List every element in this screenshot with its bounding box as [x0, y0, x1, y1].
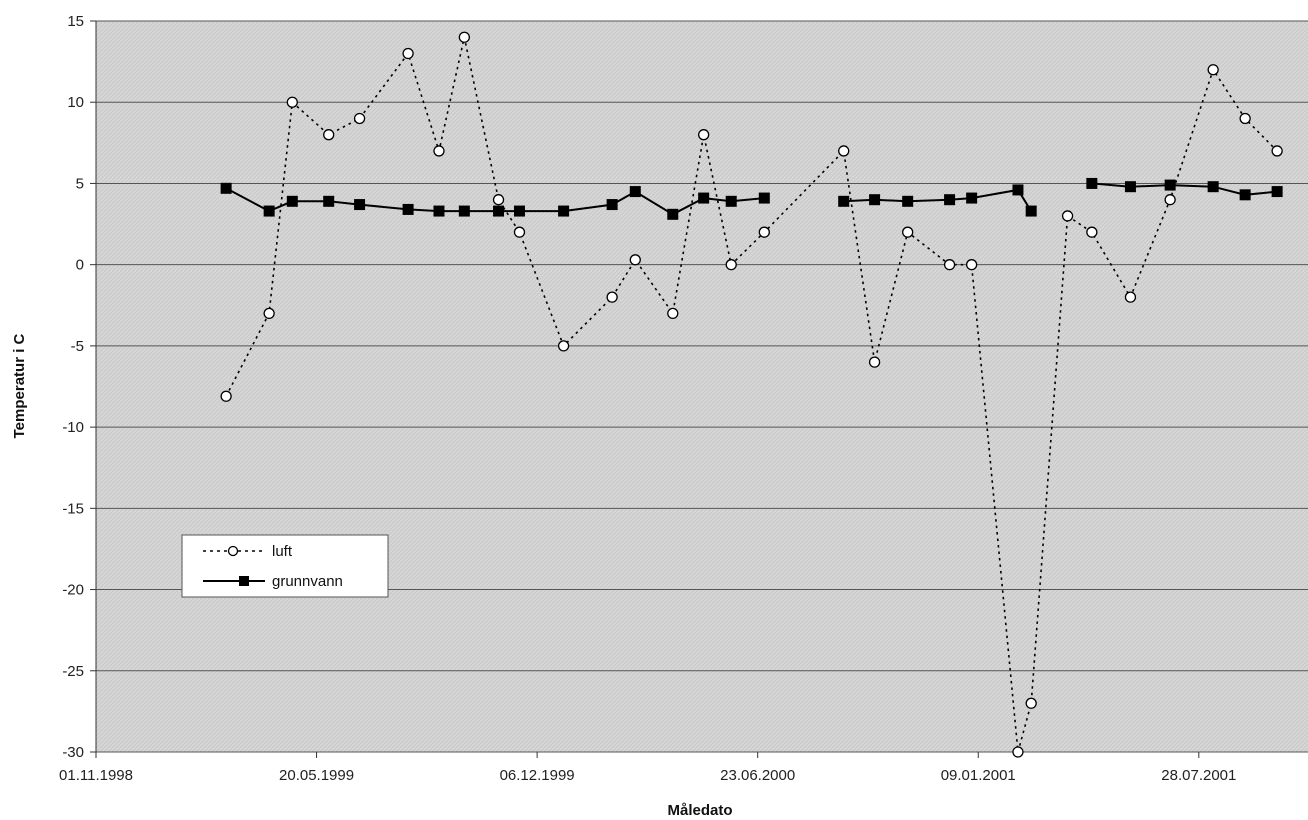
y-tick-label: 15: [67, 13, 84, 30]
data-point-luft: [458, 31, 470, 43]
data-point-grunnvann: [1124, 181, 1136, 193]
data-point-grunnvann: [458, 205, 470, 217]
data-point-grunnvann: [838, 195, 850, 207]
data-point-luft: [1207, 64, 1219, 76]
data-point-luft: [943, 259, 956, 271]
data-point-luft: [1012, 746, 1024, 758]
legend-grunnvann-marker: [239, 576, 249, 586]
data-point-luft: [629, 254, 641, 266]
data-point-grunnvann: [667, 208, 679, 220]
data-point-luft: [698, 129, 710, 141]
y-tick-label: 5: [76, 175, 84, 192]
data-point-grunnvann: [1012, 184, 1024, 196]
data-point-grunnvann: [758, 192, 770, 204]
data-point-luft: [402, 47, 414, 60]
data-point-grunnvann: [263, 205, 275, 217]
y-tick-label: -5: [71, 338, 84, 355]
data-point-grunnvann: [402, 203, 414, 215]
data-point-grunnvann: [725, 195, 737, 207]
data-point-luft: [513, 226, 526, 238]
data-point-grunnvann: [698, 192, 710, 204]
data-point-grunnvann: [513, 205, 525, 217]
data-point-luft: [965, 259, 978, 271]
legend-luft-marker: [227, 545, 239, 557]
data-point-grunnvann: [220, 182, 232, 194]
legend-luft-label: luft: [272, 543, 293, 560]
data-point-grunnvann: [629, 186, 641, 198]
y-tick-label: -20: [62, 582, 84, 599]
data-point-grunnvann: [606, 199, 618, 211]
data-point-grunnvann: [493, 205, 505, 217]
data-point-luft: [1061, 210, 1074, 222]
data-point-luft: [492, 194, 505, 206]
data-point-luft: [606, 291, 618, 303]
x-tick-label: 06.12.1999: [500, 767, 575, 784]
data-point-grunnvann: [966, 192, 978, 204]
data-point-luft: [557, 340, 570, 352]
series-markers: [220, 31, 1283, 758]
legend: luft grunnvann: [181, 534, 389, 598]
data-point-luft: [758, 226, 770, 238]
x-tick-label: 20.05.1999: [279, 767, 354, 784]
data-point-luft: [902, 226, 914, 238]
data-point-grunnvann: [869, 194, 881, 206]
data-point-grunnvann: [323, 195, 335, 207]
data-point-luft: [838, 145, 850, 157]
y-tick-label: -15: [62, 500, 84, 517]
data-point-luft: [1086, 226, 1098, 238]
y-tick-label: -30: [62, 744, 84, 761]
data-point-grunnvann: [558, 205, 570, 217]
data-point-luft: [323, 129, 335, 141]
x-tick-label: 23.06.2000: [720, 767, 795, 784]
y-axis: 15 10 5 0 -5 -10 -15 -20 -25 -30: [62, 13, 97, 761]
data-point-luft: [1025, 697, 1037, 709]
data-point-luft: [433, 145, 445, 157]
data-point-grunnvann: [944, 194, 956, 206]
x-axis-title: Måledato: [667, 802, 732, 819]
data-point-luft: [868, 356, 881, 368]
y-tick-label: -25: [62, 663, 84, 680]
data-point-luft: [286, 96, 298, 108]
data-point-grunnvann: [1086, 177, 1098, 189]
data-point-luft: [725, 259, 737, 271]
data-point-luft: [1239, 112, 1251, 125]
data-point-luft: [220, 390, 232, 402]
legend-box: [181, 534, 389, 598]
legend-grunnvann-label: grunnvann: [272, 573, 343, 590]
data-point-luft: [1164, 194, 1176, 206]
data-point-luft: [353, 112, 366, 125]
y-tick-label: 0: [76, 257, 84, 274]
data-point-grunnvann: [354, 199, 366, 211]
y-axis-title: Temperatur i C: [11, 333, 28, 438]
data-point-luft: [1271, 145, 1283, 157]
data-point-luft: [1124, 291, 1137, 303]
x-tick-label: 01.11.1998: [59, 767, 133, 784]
data-point-grunnvann: [1164, 179, 1176, 191]
x-axis: 01.11.1998 20.05.1999 06.12.1999 23.06.2000…: [59, 752, 1236, 784]
data-point-grunnvann: [433, 205, 445, 217]
x-tick-label: 09.01.2001: [941, 767, 1016, 784]
x-tick-label: 28.07.2001: [1161, 767, 1236, 784]
data-point-grunnvann: [902, 195, 914, 207]
data-point-grunnvann: [1025, 205, 1037, 217]
data-point-grunnvann: [1239, 189, 1251, 201]
y-tick-label: -10: [62, 419, 84, 436]
data-point-grunnvann: [1207, 181, 1219, 193]
data-point-grunnvann: [286, 195, 298, 207]
data-point-luft: [667, 307, 679, 320]
data-point-luft: [263, 307, 275, 320]
data-point-grunnvann: [1271, 186, 1283, 198]
y-tick-label: 10: [67, 94, 84, 111]
